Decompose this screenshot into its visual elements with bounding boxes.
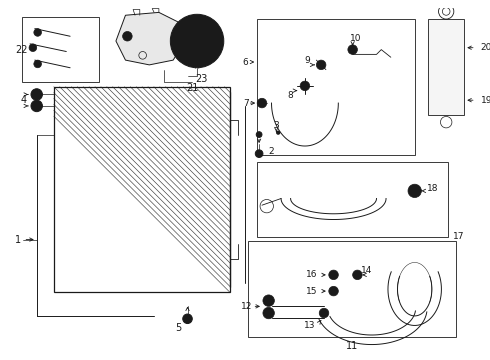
Text: 2: 2 [269, 147, 274, 156]
Text: 17: 17 [453, 232, 465, 241]
Text: 21: 21 [186, 83, 198, 93]
Circle shape [256, 132, 262, 138]
Text: 16: 16 [306, 270, 318, 279]
Circle shape [171, 14, 224, 68]
Bar [247, 242, 456, 337]
Circle shape [353, 270, 362, 280]
Text: 5: 5 [175, 323, 181, 333]
Text: 9: 9 [304, 55, 310, 64]
Circle shape [408, 184, 421, 198]
Circle shape [35, 93, 39, 96]
Bar [23, 17, 99, 82]
Circle shape [319, 63, 323, 67]
Circle shape [332, 273, 336, 277]
Text: 10: 10 [350, 33, 361, 42]
Text: 15: 15 [306, 287, 318, 296]
Circle shape [412, 189, 417, 193]
Circle shape [356, 273, 359, 277]
Circle shape [319, 308, 329, 318]
Circle shape [317, 60, 326, 69]
Text: 20: 20 [481, 43, 490, 52]
Circle shape [186, 317, 190, 321]
Circle shape [348, 45, 357, 54]
Circle shape [322, 311, 326, 315]
Circle shape [260, 101, 264, 105]
Text: 23: 23 [196, 74, 208, 84]
Circle shape [329, 270, 338, 280]
Text: 6: 6 [243, 58, 248, 67]
Text: 4: 4 [20, 95, 26, 105]
Circle shape [258, 152, 261, 155]
Circle shape [300, 81, 310, 91]
Polygon shape [116, 12, 185, 65]
Text: 13: 13 [304, 321, 316, 330]
Circle shape [267, 299, 270, 302]
Circle shape [29, 44, 37, 51]
Circle shape [34, 60, 42, 68]
Circle shape [34, 28, 42, 36]
Text: 18: 18 [427, 184, 439, 193]
Circle shape [332, 289, 336, 293]
Circle shape [263, 295, 274, 306]
Circle shape [183, 27, 211, 55]
Circle shape [267, 311, 270, 315]
Circle shape [263, 307, 274, 319]
Text: 22: 22 [16, 45, 28, 55]
Circle shape [351, 48, 355, 51]
Circle shape [257, 98, 267, 108]
Text: 11: 11 [345, 342, 358, 351]
Circle shape [122, 31, 132, 41]
Circle shape [191, 35, 203, 47]
Bar [257, 162, 448, 237]
Circle shape [31, 100, 43, 112]
Bar [428, 19, 465, 114]
Text: 8: 8 [288, 91, 294, 100]
Circle shape [31, 89, 43, 100]
Bar [257, 19, 415, 154]
Circle shape [329, 286, 338, 296]
Text: 7: 7 [243, 99, 248, 108]
Text: 12: 12 [241, 302, 252, 311]
Circle shape [255, 150, 263, 157]
Circle shape [183, 314, 192, 324]
Circle shape [277, 131, 280, 134]
Circle shape [35, 104, 39, 108]
Text: 19: 19 [481, 96, 490, 105]
Text: 1: 1 [15, 235, 21, 244]
Text: 14: 14 [361, 266, 373, 275]
Bar [54, 87, 230, 292]
Text: 3: 3 [273, 121, 279, 130]
